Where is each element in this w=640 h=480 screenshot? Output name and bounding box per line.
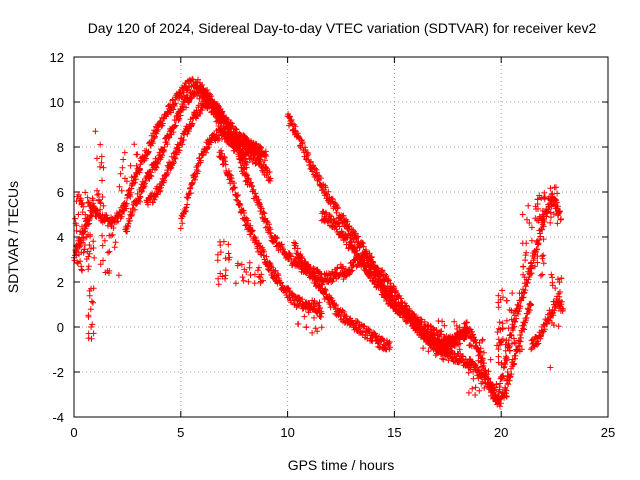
y-tick-label: -4 (52, 410, 64, 425)
y-tick-label: 10 (50, 95, 64, 110)
x-tick-label: 20 (494, 425, 508, 440)
x-tick-label: 10 (280, 425, 294, 440)
x-tick-label: 15 (387, 425, 401, 440)
x-tick-label: 5 (177, 425, 184, 440)
y-tick-label: 6 (57, 185, 64, 200)
x-tick-label: 25 (601, 425, 615, 440)
y-tick-label: 2 (57, 275, 64, 290)
chart-title: Day 120 of 2024, Sidereal Day-to-day VTE… (88, 20, 597, 36)
y-axis-label: SDTVAR / TECUs (5, 181, 21, 293)
plot-frame (73, 56, 609, 418)
y-tick-label: 4 (57, 230, 64, 245)
y-tick-label: 0 (57, 320, 64, 335)
x-tick-label: 0 (70, 425, 77, 440)
data-points (71, 76, 567, 410)
y-tick-label: -2 (52, 365, 64, 380)
x-axis-label: GPS time / hours (288, 457, 395, 473)
y-tick-label: 12 (50, 50, 64, 65)
tick-labels: 0 5 10 15 20 25 -4 -2 0 2 4 6 8 10 12 (50, 50, 616, 440)
scatter-markers (71, 76, 567, 410)
y-tick-label: 8 (57, 140, 64, 155)
